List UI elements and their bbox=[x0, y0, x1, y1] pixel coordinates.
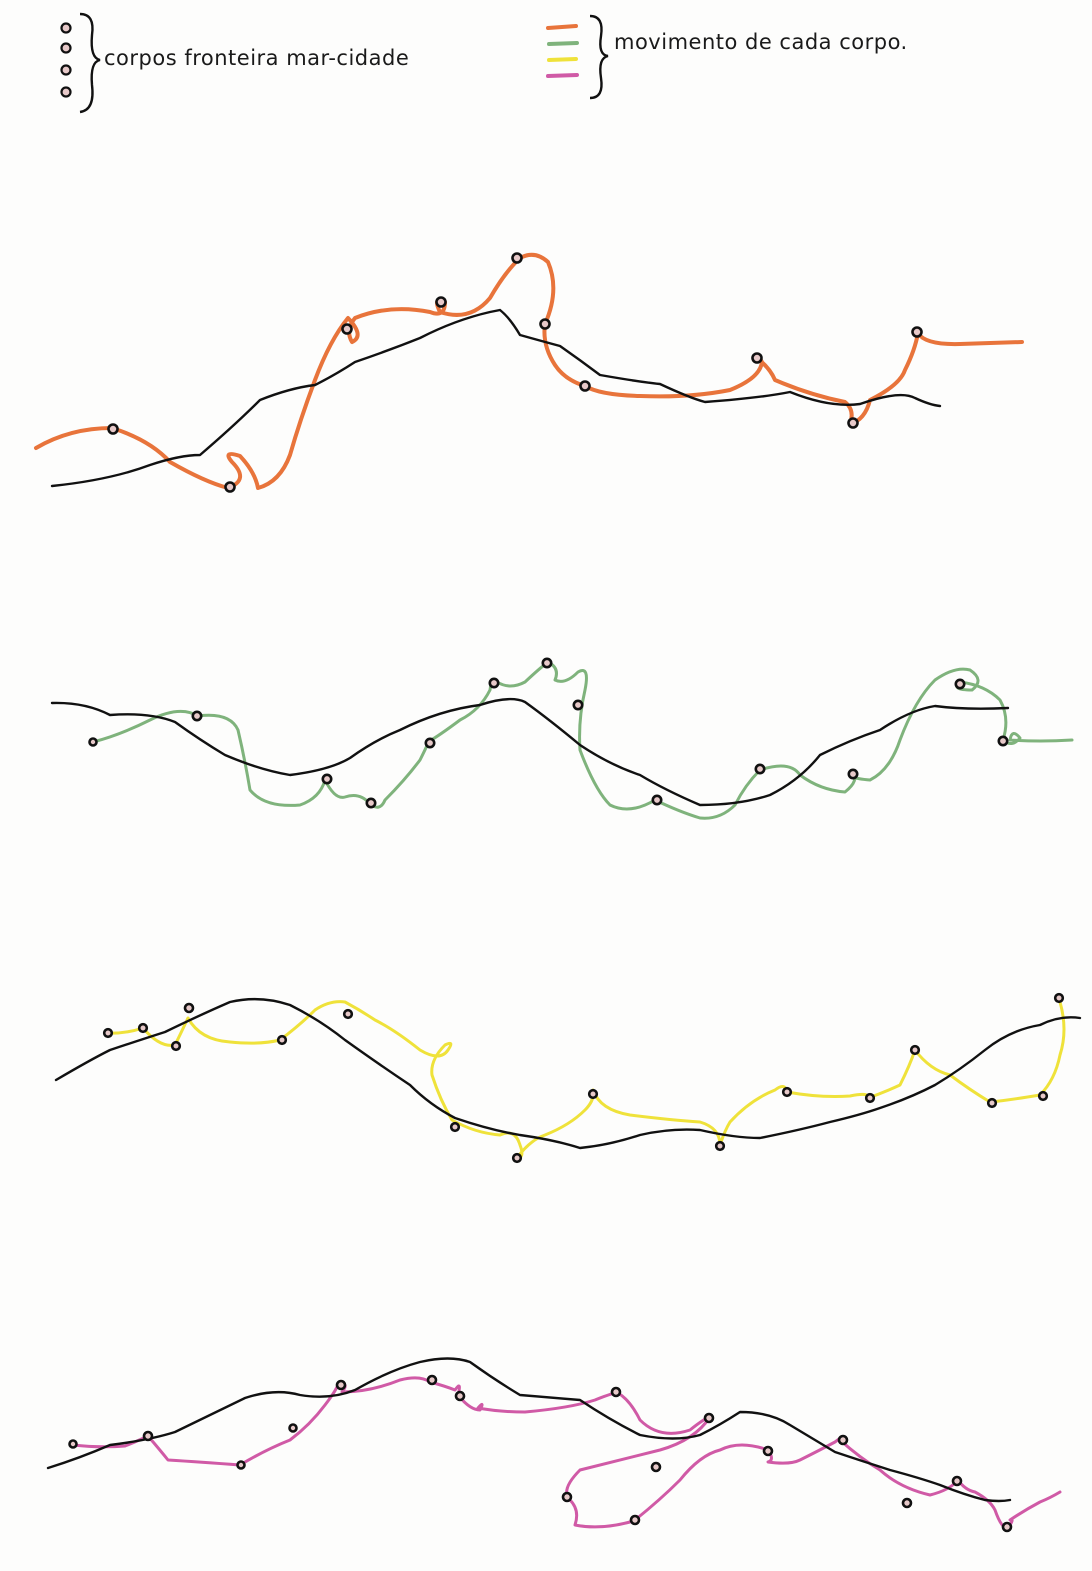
pink-border-line bbox=[46, 1357, 1012, 1503]
green-border-line bbox=[50, 697, 1010, 807]
yellow-border-line bbox=[54, 997, 1082, 1150]
legend-body-dots bbox=[60, 22, 72, 98]
yellow-body-dots bbox=[102, 992, 1065, 1164]
legend-movement-label: movimento de cada corpo. bbox=[614, 30, 908, 54]
panel-green bbox=[50, 657, 1074, 820]
pink-body-dots bbox=[68, 1374, 1013, 1533]
legend-bodies-label: corpos fronteira mar-cidade bbox=[104, 46, 410, 70]
green-movement-path bbox=[91, 660, 1074, 820]
panel-pink bbox=[46, 1357, 1062, 1533]
legend-color-swatches bbox=[546, 24, 579, 78]
green-body-dots bbox=[88, 657, 1009, 809]
orange-border-line bbox=[50, 308, 942, 488]
panel-yellow bbox=[54, 992, 1082, 1164]
pink-movement-path bbox=[71, 1376, 1062, 1530]
panel-orange bbox=[34, 252, 1024, 493]
legend-brace-right bbox=[589, 14, 609, 100]
legend-brace-left bbox=[79, 12, 101, 114]
orange-body-dots bbox=[107, 252, 923, 493]
orange-movement-path bbox=[34, 252, 1024, 490]
yellow-movement-path bbox=[105, 1000, 1066, 1160]
